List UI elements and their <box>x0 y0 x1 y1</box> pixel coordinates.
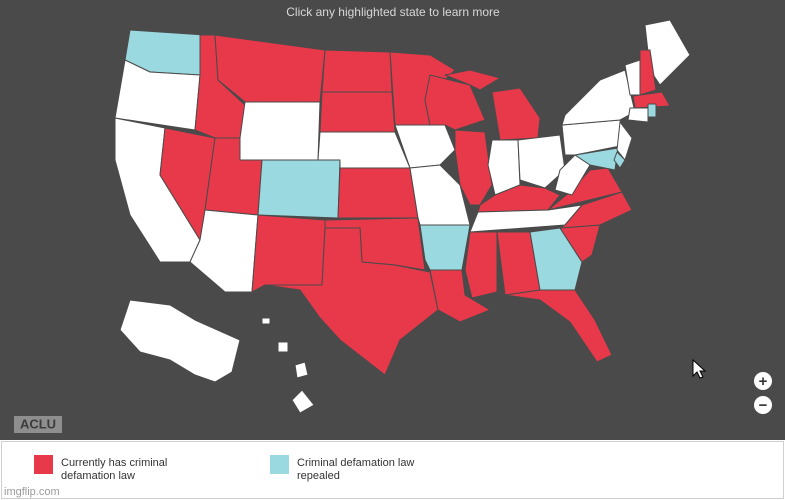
state[interactable] <box>613 151 626 169</box>
state[interactable] <box>647 103 657 118</box>
legend-panel <box>1 441 784 499</box>
zoom-in-button[interactable] <box>754 372 772 390</box>
state[interactable] <box>337 167 419 219</box>
legend-swatch <box>34 455 53 474</box>
state[interactable] <box>454 129 493 206</box>
logo: ACLU <box>20 416 56 431</box>
zoom-in-label[interactable]: + <box>759 373 768 390</box>
state <box>119 299 241 383</box>
legend-label: Currently has criminal <box>61 457 167 469</box>
cursor <box>692 358 707 379</box>
state[interactable] <box>574 147 619 171</box>
state[interactable] <box>251 214 326 293</box>
state <box>291 389 315 414</box>
state[interactable] <box>429 269 491 323</box>
state <box>554 154 591 196</box>
legend-label: repealed <box>297 470 340 482</box>
state <box>261 317 271 325</box>
state[interactable] <box>257 159 341 219</box>
state[interactable] <box>424 74 486 131</box>
state <box>239 101 321 161</box>
us-map <box>114 19 691 414</box>
legend-label: defamation law <box>61 470 135 482</box>
state[interactable] <box>319 91 396 133</box>
watermark: imgflip.com <box>4 486 60 498</box>
instruction: Click any highlighted state to learn mor… <box>286 5 500 19</box>
state[interactable] <box>632 91 671 109</box>
state[interactable] <box>264 227 439 376</box>
state[interactable] <box>419 224 471 271</box>
state[interactable] <box>547 167 623 211</box>
state <box>627 107 649 123</box>
legend-swatch <box>270 455 289 474</box>
state[interactable] <box>559 191 633 229</box>
state[interactable] <box>464 231 498 299</box>
zoom-out-label[interactable]: − <box>759 397 768 414</box>
logo-badge <box>14 416 62 433</box>
state[interactable] <box>529 227 583 291</box>
state[interactable] <box>504 289 613 363</box>
legend-label: Criminal defamation law <box>297 457 414 469</box>
zoom-out-button[interactable] <box>754 396 772 414</box>
state <box>294 361 309 379</box>
state <box>277 341 289 353</box>
state[interactable] <box>491 87 541 141</box>
state <box>517 134 566 189</box>
state[interactable] <box>444 69 501 91</box>
state[interactable] <box>321 49 393 93</box>
